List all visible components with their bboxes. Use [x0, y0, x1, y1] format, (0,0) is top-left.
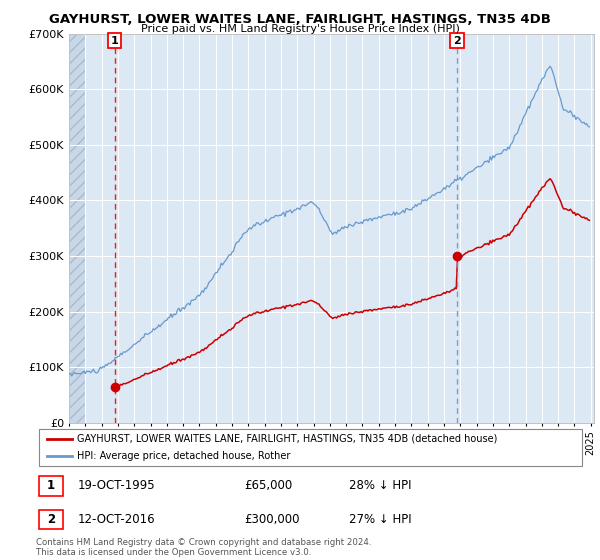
Text: Price paid vs. HM Land Registry's House Price Index (HPI): Price paid vs. HM Land Registry's House … [140, 24, 460, 34]
Text: GAYHURST, LOWER WAITES LANE, FAIRLIGHT, HASTINGS, TN35 4DB (detached house): GAYHURST, LOWER WAITES LANE, FAIRLIGHT, … [77, 433, 497, 444]
Text: 28% ↓ HPI: 28% ↓ HPI [349, 479, 412, 492]
Text: 12-OCT-2016: 12-OCT-2016 [77, 513, 155, 526]
Text: £300,000: £300,000 [245, 513, 300, 526]
Text: 1: 1 [47, 479, 55, 492]
FancyBboxPatch shape [39, 476, 64, 496]
Text: 2: 2 [47, 513, 55, 526]
FancyBboxPatch shape [39, 510, 64, 529]
Text: GAYHURST, LOWER WAITES LANE, FAIRLIGHT, HASTINGS, TN35 4DB: GAYHURST, LOWER WAITES LANE, FAIRLIGHT, … [49, 13, 551, 26]
Text: 1: 1 [111, 35, 119, 45]
FancyBboxPatch shape [39, 429, 582, 466]
Text: HPI: Average price, detached house, Rother: HPI: Average price, detached house, Roth… [77, 451, 290, 461]
Bar [69, 34, 85, 423]
Text: 2: 2 [453, 35, 461, 45]
Text: 27% ↓ HPI: 27% ↓ HPI [349, 513, 412, 526]
Text: £65,000: £65,000 [245, 479, 293, 492]
Text: 19-OCT-1995: 19-OCT-1995 [77, 479, 155, 492]
Text: Contains HM Land Registry data © Crown copyright and database right 2024.
This d: Contains HM Land Registry data © Crown c… [36, 538, 371, 557]
